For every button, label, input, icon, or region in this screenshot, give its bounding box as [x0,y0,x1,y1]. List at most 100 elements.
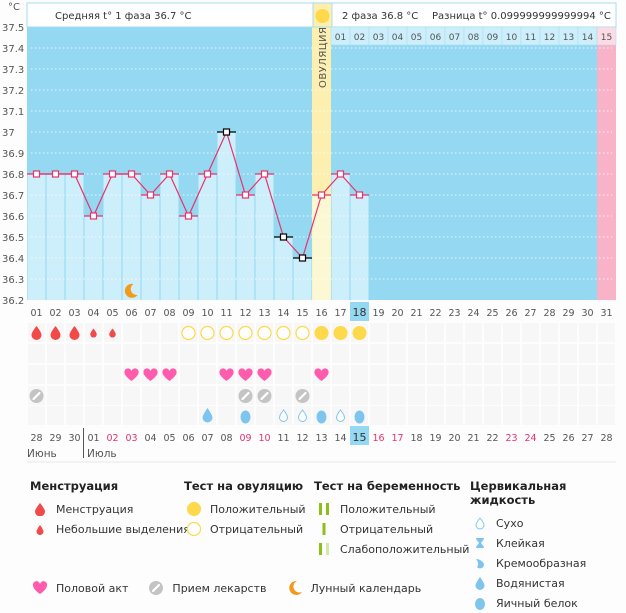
grid-cell [237,344,254,363]
grid-cell [142,323,159,342]
phase2-day-cell [596,26,617,46]
temperature-bar [160,174,179,300]
grid-cell [104,365,121,384]
calendar-date: 11 [277,433,289,444]
calendar-date: 04 [144,433,156,444]
grid-cell [427,365,444,384]
temperature-bar [350,195,369,300]
calendar-date: 17 [391,433,403,444]
grid-cell [427,386,444,405]
phase2-day-label: 12 [544,33,555,43]
grid-cell [560,386,577,405]
legend-item-fluid-eggwhite: Яичный белок [470,593,626,613]
calendar-date: 28 [30,433,42,444]
grid-cell [142,386,159,405]
legend-label: Положительный [340,502,436,516]
grid-cell [275,386,292,405]
grid-cell [161,344,178,363]
y-tick-label: 37.2 [2,86,24,97]
grid-cell [66,406,83,425]
fluid-eggwhite-icon [354,410,365,424]
heart-icon [143,368,158,381]
chart-header: Средняя t° 1 фаза 36.7 °C 2 фаза 36.8 °C… [26,2,617,28]
legend-label: Отрицательный [210,522,304,536]
temperature-point [51,170,60,178]
grid-cell [446,323,463,342]
cycle-day-label: 22 [429,308,441,319]
grid-cell [446,386,463,405]
legend-label: Небольшие выделения [56,522,190,536]
grid-cell [465,406,482,425]
y-axis-ticks: 37.5 37.4 37.3 37.2 37.1 37 36.9 36.8 36.7 36.6 36… [2,23,24,307]
watery-drop-icon [470,576,490,590]
ovulation-negative-icon [181,325,196,341]
grid-cell [503,386,520,405]
pill-stripe [298,391,307,401]
calendar-date: 16 [372,433,384,444]
grid-cell [427,406,444,425]
temperature-line [36,130,360,260]
y-tick-label: 36.2 [2,296,24,307]
y-tick-label: 37.4 [2,44,24,55]
grid-cell [579,323,596,342]
cycle-day-label: 16 [315,308,327,319]
phase2-day-labels: 01 02 03 04 05 06 07 08 09 10 11 12 13 14 15 [330,26,617,46]
legend-menstruation: Менструация Менструация Небольшие выделе… [30,479,190,539]
legend-label: Менструация [56,502,134,516]
y-tick-label: 36.4 [2,254,24,265]
grid-cell [294,344,311,363]
calendar-date: 15 [353,431,367,444]
grid-cell [522,365,539,384]
ovulation-label: ОВУЛЯЦИЯ [318,27,329,89]
faint-lines-icon [314,542,334,556]
legend-item-menstruation: Менструация [30,499,190,519]
grid-cell [199,344,216,363]
grid-cell [123,406,140,425]
cycle-day-label: 09 [182,308,194,319]
grid-cell [123,344,140,363]
grid-cell [408,365,425,384]
grid-cell [47,386,64,405]
grid-cell [484,365,501,384]
cycle-day-label: 26 [505,308,517,319]
grid-cell [579,344,596,363]
temperature-polyline [36,130,360,260]
legend-item-spotting: Небольшие выделения [30,519,190,539]
today-highlight [350,302,369,321]
cycle-day-label: 12 [239,308,251,319]
ovulation-negative-icon [295,325,310,341]
grid-cell [66,365,83,384]
temperature-point [336,170,345,178]
calendar-date: 20 [448,433,460,444]
heart-icon [30,581,50,595]
grid-cell [541,323,558,342]
grid-cell [275,365,292,384]
y-tick-label: 37.1 [2,107,24,118]
grid-cell [598,386,615,405]
grid-cell [408,344,425,363]
fluid-dry-icon [335,409,346,422]
legend-item-moon: Лунный календарь [285,578,422,598]
ovulation-negative-icon [200,325,215,341]
grid-cell [66,344,83,363]
phase2-day-label: 14 [582,33,594,43]
y-tick-label: 37.5 [2,23,24,34]
pill-stripe [260,391,269,401]
legend-ovulation-title: Тест на овуляцию [184,479,304,493]
grid-cell [218,386,235,405]
cycle-day-label: 30 [581,308,593,319]
grid-cell [389,365,406,384]
grid-cell [465,323,482,342]
fluid-dry-icon [278,409,289,422]
phase2-box [331,2,617,28]
legend-item-intercourse: Половой акт [30,578,128,598]
grid-cell [503,365,520,384]
grid-cell [28,406,45,425]
grid-cell [579,406,596,425]
phase2-day-label: 06 [430,33,442,43]
legend-label: Лунный календарь [310,581,422,595]
legend-label: Слабоположительный [340,542,470,556]
grid-cell [370,386,387,405]
legend-item-fluid-creamy: Кремообразная [470,553,626,573]
grid-cell [47,406,64,425]
